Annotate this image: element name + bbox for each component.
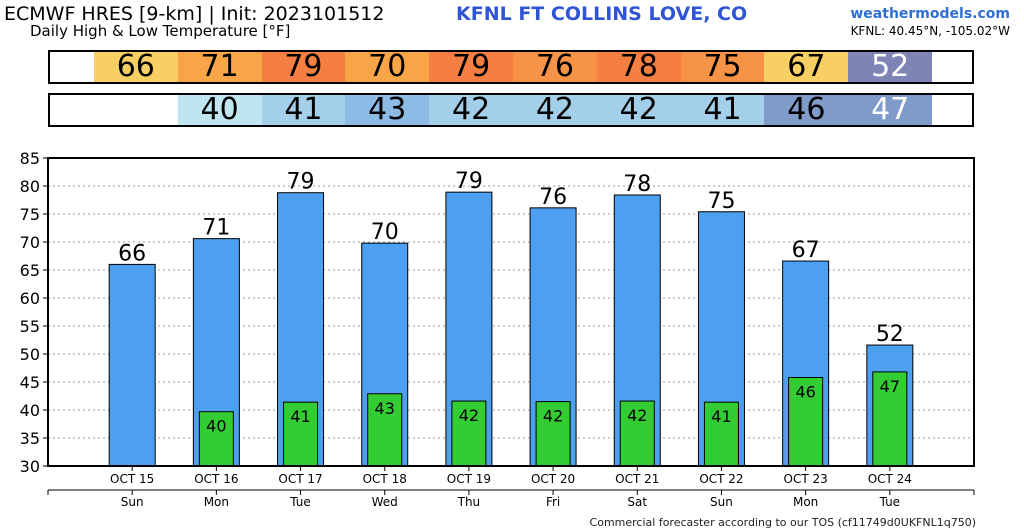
x-weekday-label: Tue [879, 495, 901, 509]
y-tick-label: 75 [20, 205, 40, 224]
y-tick-label: 85 [20, 149, 40, 168]
x-weekday-label: Sun [710, 495, 733, 509]
x-weekday-label: Thu [457, 495, 481, 509]
y-tick-label: 55 [20, 317, 40, 336]
low-bar-label: 42 [459, 406, 479, 425]
high-cell: 52 [848, 52, 933, 82]
x-weekday-label: Tue [289, 495, 311, 509]
x-date-label: OCT 15 [110, 472, 154, 486]
high-bar-label: 70 [371, 220, 399, 245]
chart-title: ECMWF HRES [9-km] | Init: 2023101512 [4, 3, 385, 25]
high-bar-label: 79 [455, 169, 483, 194]
low-cell: 42 [513, 95, 597, 125]
x-date-label: OCT 19 [447, 472, 491, 486]
low-bar-label: 46 [795, 383, 815, 402]
low-bar-label: 47 [880, 377, 900, 396]
x-weekday-label: Mon [204, 495, 229, 509]
high-bar-label: 75 [707, 189, 735, 214]
x-weekday-label: Sun [121, 495, 144, 509]
low-bar [535, 401, 571, 467]
low-bar-label: 42 [627, 406, 647, 425]
high-bar-label: 66 [118, 241, 146, 266]
low-cell: 42 [429, 95, 513, 125]
y-tick-label: 30 [20, 457, 40, 476]
station-name: KFNL FT COLLINS LOVE, CO [456, 3, 748, 25]
x-date-label: OCT 20 [531, 472, 575, 486]
high-cell: 75 [680, 52, 765, 82]
high-bar-label: 67 [792, 238, 820, 263]
low-bar-label: 41 [711, 407, 731, 426]
station-coordinates: KFNL: 40.45°N, -105.02°W [850, 24, 1010, 38]
brand-link[interactable]: weathermodels.com [850, 6, 1010, 22]
low-bar [451, 400, 487, 467]
high-cell: 71 [177, 52, 262, 82]
low-bar-label: 40 [206, 417, 226, 436]
y-tick-label: 60 [20, 289, 40, 308]
high-bar-label: 79 [287, 170, 315, 195]
high-temperature-strip: 66 71 79 70 79 76 78 75 67 52 [48, 50, 974, 84]
high-bar-label: 52 [876, 322, 904, 347]
high-bar-label: 71 [202, 216, 230, 241]
x-weekday-label: Wed [372, 495, 398, 509]
low-bar [619, 400, 655, 467]
x-date-label: OCT 23 [784, 472, 828, 486]
x-date-label: OCT 22 [699, 472, 743, 486]
high-cell: 67 [764, 52, 849, 82]
low-cell: 42 [596, 95, 681, 125]
high-bar-label: 78 [623, 172, 651, 197]
high-cell: 70 [345, 52, 430, 82]
high-cell: 66 [93, 52, 178, 82]
x-date-label: OCT 18 [363, 472, 407, 486]
low-cell: 47 [848, 95, 933, 125]
x-weekday-label: Sat [627, 495, 647, 509]
x-weekday-label: Mon [793, 495, 818, 509]
low-cell: 41 [680, 95, 765, 125]
high-cell: 79 [261, 52, 346, 82]
low-bar-label: 43 [375, 399, 395, 418]
chart-subtitle: Daily High & Low Temperature [°F] [30, 22, 291, 40]
low-bar-label: 42 [543, 407, 563, 426]
low-bar [283, 401, 319, 467]
x-date-label: OCT 21 [615, 472, 659, 486]
low-cell [93, 95, 178, 125]
low-temperature-strip: 40 41 43 42 42 42 41 46 47 [48, 93, 974, 127]
y-tick-label: 50 [20, 345, 40, 364]
footer-note: Commercial forecaster according to our T… [589, 516, 976, 529]
low-bar [703, 401, 739, 467]
high-cell: 78 [596, 52, 681, 82]
low-bar [198, 411, 234, 467]
low-cell: 43 [345, 95, 430, 125]
y-tick-label: 40 [20, 401, 40, 420]
x-date-label: OCT 16 [194, 472, 238, 486]
high-cell: 76 [513, 52, 597, 82]
y-tick-label: 70 [20, 233, 40, 252]
low-cell: 41 [261, 95, 346, 125]
y-tick-label: 45 [20, 373, 40, 392]
x-date-label: OCT 17 [278, 472, 322, 486]
low-bar [788, 377, 824, 467]
low-cell: 40 [177, 95, 262, 125]
low-cell: 46 [764, 95, 849, 125]
low-bar-label: 41 [290, 407, 310, 426]
high-cell: 79 [429, 52, 513, 82]
plot-frame [47, 157, 975, 467]
x-date-label: OCT 24 [868, 472, 912, 486]
x-weekday-label: Fri [546, 495, 560, 509]
y-tick-label: 80 [20, 177, 40, 196]
high-bar-label: 76 [539, 185, 567, 210]
low-bar [367, 393, 403, 467]
y-tick-label: 65 [20, 261, 40, 280]
high-bar [108, 263, 156, 467]
y-tick-label: 35 [20, 429, 40, 448]
